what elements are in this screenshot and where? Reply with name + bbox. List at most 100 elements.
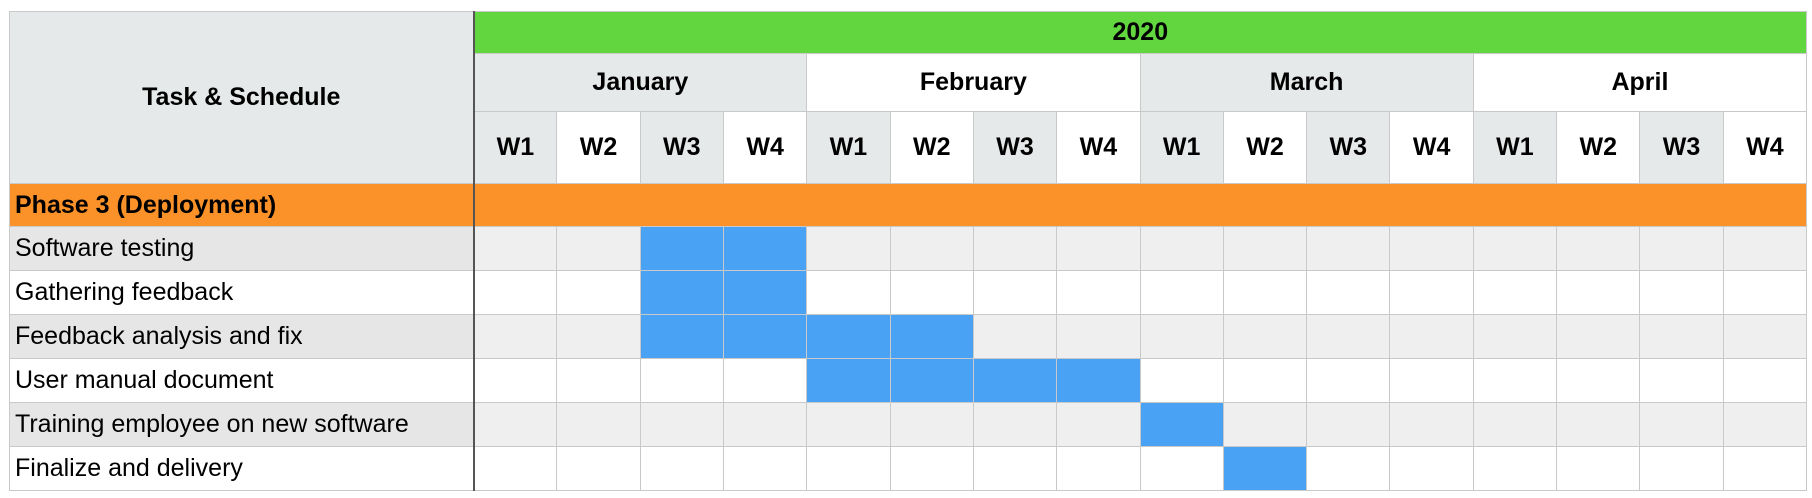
schedule-cell — [1139, 446, 1224, 491]
task-bar-cell — [722, 314, 808, 359]
schedule-cell — [1556, 446, 1641, 491]
task-bar-cell — [806, 358, 891, 403]
schedule-cell — [1472, 270, 1558, 315]
schedule-cell — [889, 402, 974, 447]
phase-bar — [472, 183, 1808, 227]
task-row: Software testing — [9, 226, 1808, 271]
week-header: W3 — [639, 111, 724, 184]
task-row: Finalize and delivery — [9, 446, 1808, 491]
schedule-cell — [1306, 226, 1391, 271]
task-bar-cell — [972, 358, 1058, 403]
week-header: W3 — [972, 111, 1058, 184]
task-label: User manual document — [9, 358, 475, 403]
schedule-cell — [889, 446, 974, 491]
schedule-cell — [722, 446, 808, 491]
schedule-cell — [972, 226, 1058, 271]
schedule-cell — [972, 402, 1058, 447]
task-row: Gathering feedback — [9, 270, 1808, 315]
phase-label: Phase 3 (Deployment) — [9, 183, 475, 227]
month-header: March — [1139, 53, 1474, 112]
month-header: January — [472, 53, 808, 112]
schedule-cell — [1472, 226, 1558, 271]
week-header: W4 — [1722, 111, 1808, 184]
schedule-cell — [556, 270, 641, 315]
week-header: W2 — [556, 111, 641, 184]
schedule-cell — [639, 446, 724, 491]
week-header: W4 — [1056, 111, 1141, 184]
week-header: W1 — [806, 111, 891, 184]
schedule-cell — [1222, 270, 1308, 315]
schedule-cell — [1556, 314, 1641, 359]
task-row: User manual document — [9, 358, 1808, 403]
schedule-cell — [1722, 314, 1808, 359]
week-header: W4 — [722, 111, 808, 184]
schedule-cell — [1139, 314, 1224, 359]
schedule-cell — [1556, 402, 1641, 447]
week-header: W1 — [1139, 111, 1224, 184]
task-bar-cell — [1222, 446, 1308, 491]
schedule-cell — [1222, 314, 1308, 359]
task-label: Gathering feedback — [9, 270, 475, 315]
schedule-cell — [806, 402, 891, 447]
schedule-cell — [1056, 226, 1141, 271]
week-header: W1 — [1472, 111, 1558, 184]
schedule-cell — [472, 402, 558, 447]
schedule-cell — [1139, 358, 1224, 403]
schedule-cell — [1306, 358, 1391, 403]
schedule-cell — [1556, 358, 1641, 403]
schedule-cell — [1306, 402, 1391, 447]
schedule-cell — [1556, 226, 1641, 271]
schedule-cell — [806, 446, 891, 491]
schedule-cell — [1306, 446, 1391, 491]
schedule-cell — [1472, 402, 1558, 447]
year-header: 2020 — [472, 11, 1808, 54]
schedule-cell — [1639, 226, 1724, 271]
task-bar-cell — [1056, 358, 1141, 403]
schedule-cell — [472, 226, 558, 271]
task-bar-cell — [889, 314, 974, 359]
schedule-cell — [1639, 446, 1724, 491]
schedule-cell — [556, 402, 641, 447]
week-header: W2 — [889, 111, 974, 184]
task-row: Training employee on new software — [9, 402, 1808, 447]
month-header: April — [1472, 53, 1808, 112]
schedule-cell — [1472, 446, 1558, 491]
schedule-cell — [472, 358, 558, 403]
schedule-cell — [639, 358, 724, 403]
schedule-cell — [1722, 402, 1808, 447]
schedule-cell — [1056, 446, 1141, 491]
week-header: W2 — [1556, 111, 1641, 184]
schedule-cell — [1639, 314, 1724, 359]
schedule-cell — [806, 270, 891, 315]
schedule-cell — [806, 226, 891, 271]
schedule-cell — [1139, 270, 1224, 315]
week-header: W3 — [1306, 111, 1391, 184]
corner-header: Task & Schedule — [9, 11, 475, 184]
schedule-cell — [1306, 314, 1391, 359]
schedule-cell — [1472, 358, 1558, 403]
task-bar-cell — [639, 226, 724, 271]
schedule-cell — [1722, 358, 1808, 403]
schedule-cell — [1639, 270, 1724, 315]
task-bar-cell — [722, 270, 808, 315]
schedule-cell — [722, 358, 808, 403]
task-label: Training employee on new software — [9, 402, 475, 447]
task-bar-cell — [639, 270, 724, 315]
schedule-cell — [1056, 402, 1141, 447]
schedule-cell — [1389, 446, 1474, 491]
schedule-cell — [972, 314, 1058, 359]
schedule-table: Task & Schedule 2020 January February March A… — [9, 11, 1808, 491]
month-header: February — [806, 53, 1141, 112]
schedule-cell — [1389, 358, 1474, 403]
schedule-cell — [556, 358, 641, 403]
schedule-cell — [1222, 226, 1308, 271]
schedule-cell — [1222, 358, 1308, 403]
task-label: Feedback analysis and fix — [9, 314, 475, 359]
task-bar-cell — [722, 226, 808, 271]
schedule-cell — [1639, 402, 1724, 447]
schedule-cell — [1056, 314, 1141, 359]
week-header: W1 — [472, 111, 558, 184]
schedule-cell — [722, 402, 808, 447]
schedule-cell — [889, 226, 974, 271]
schedule-cell — [1556, 270, 1641, 315]
